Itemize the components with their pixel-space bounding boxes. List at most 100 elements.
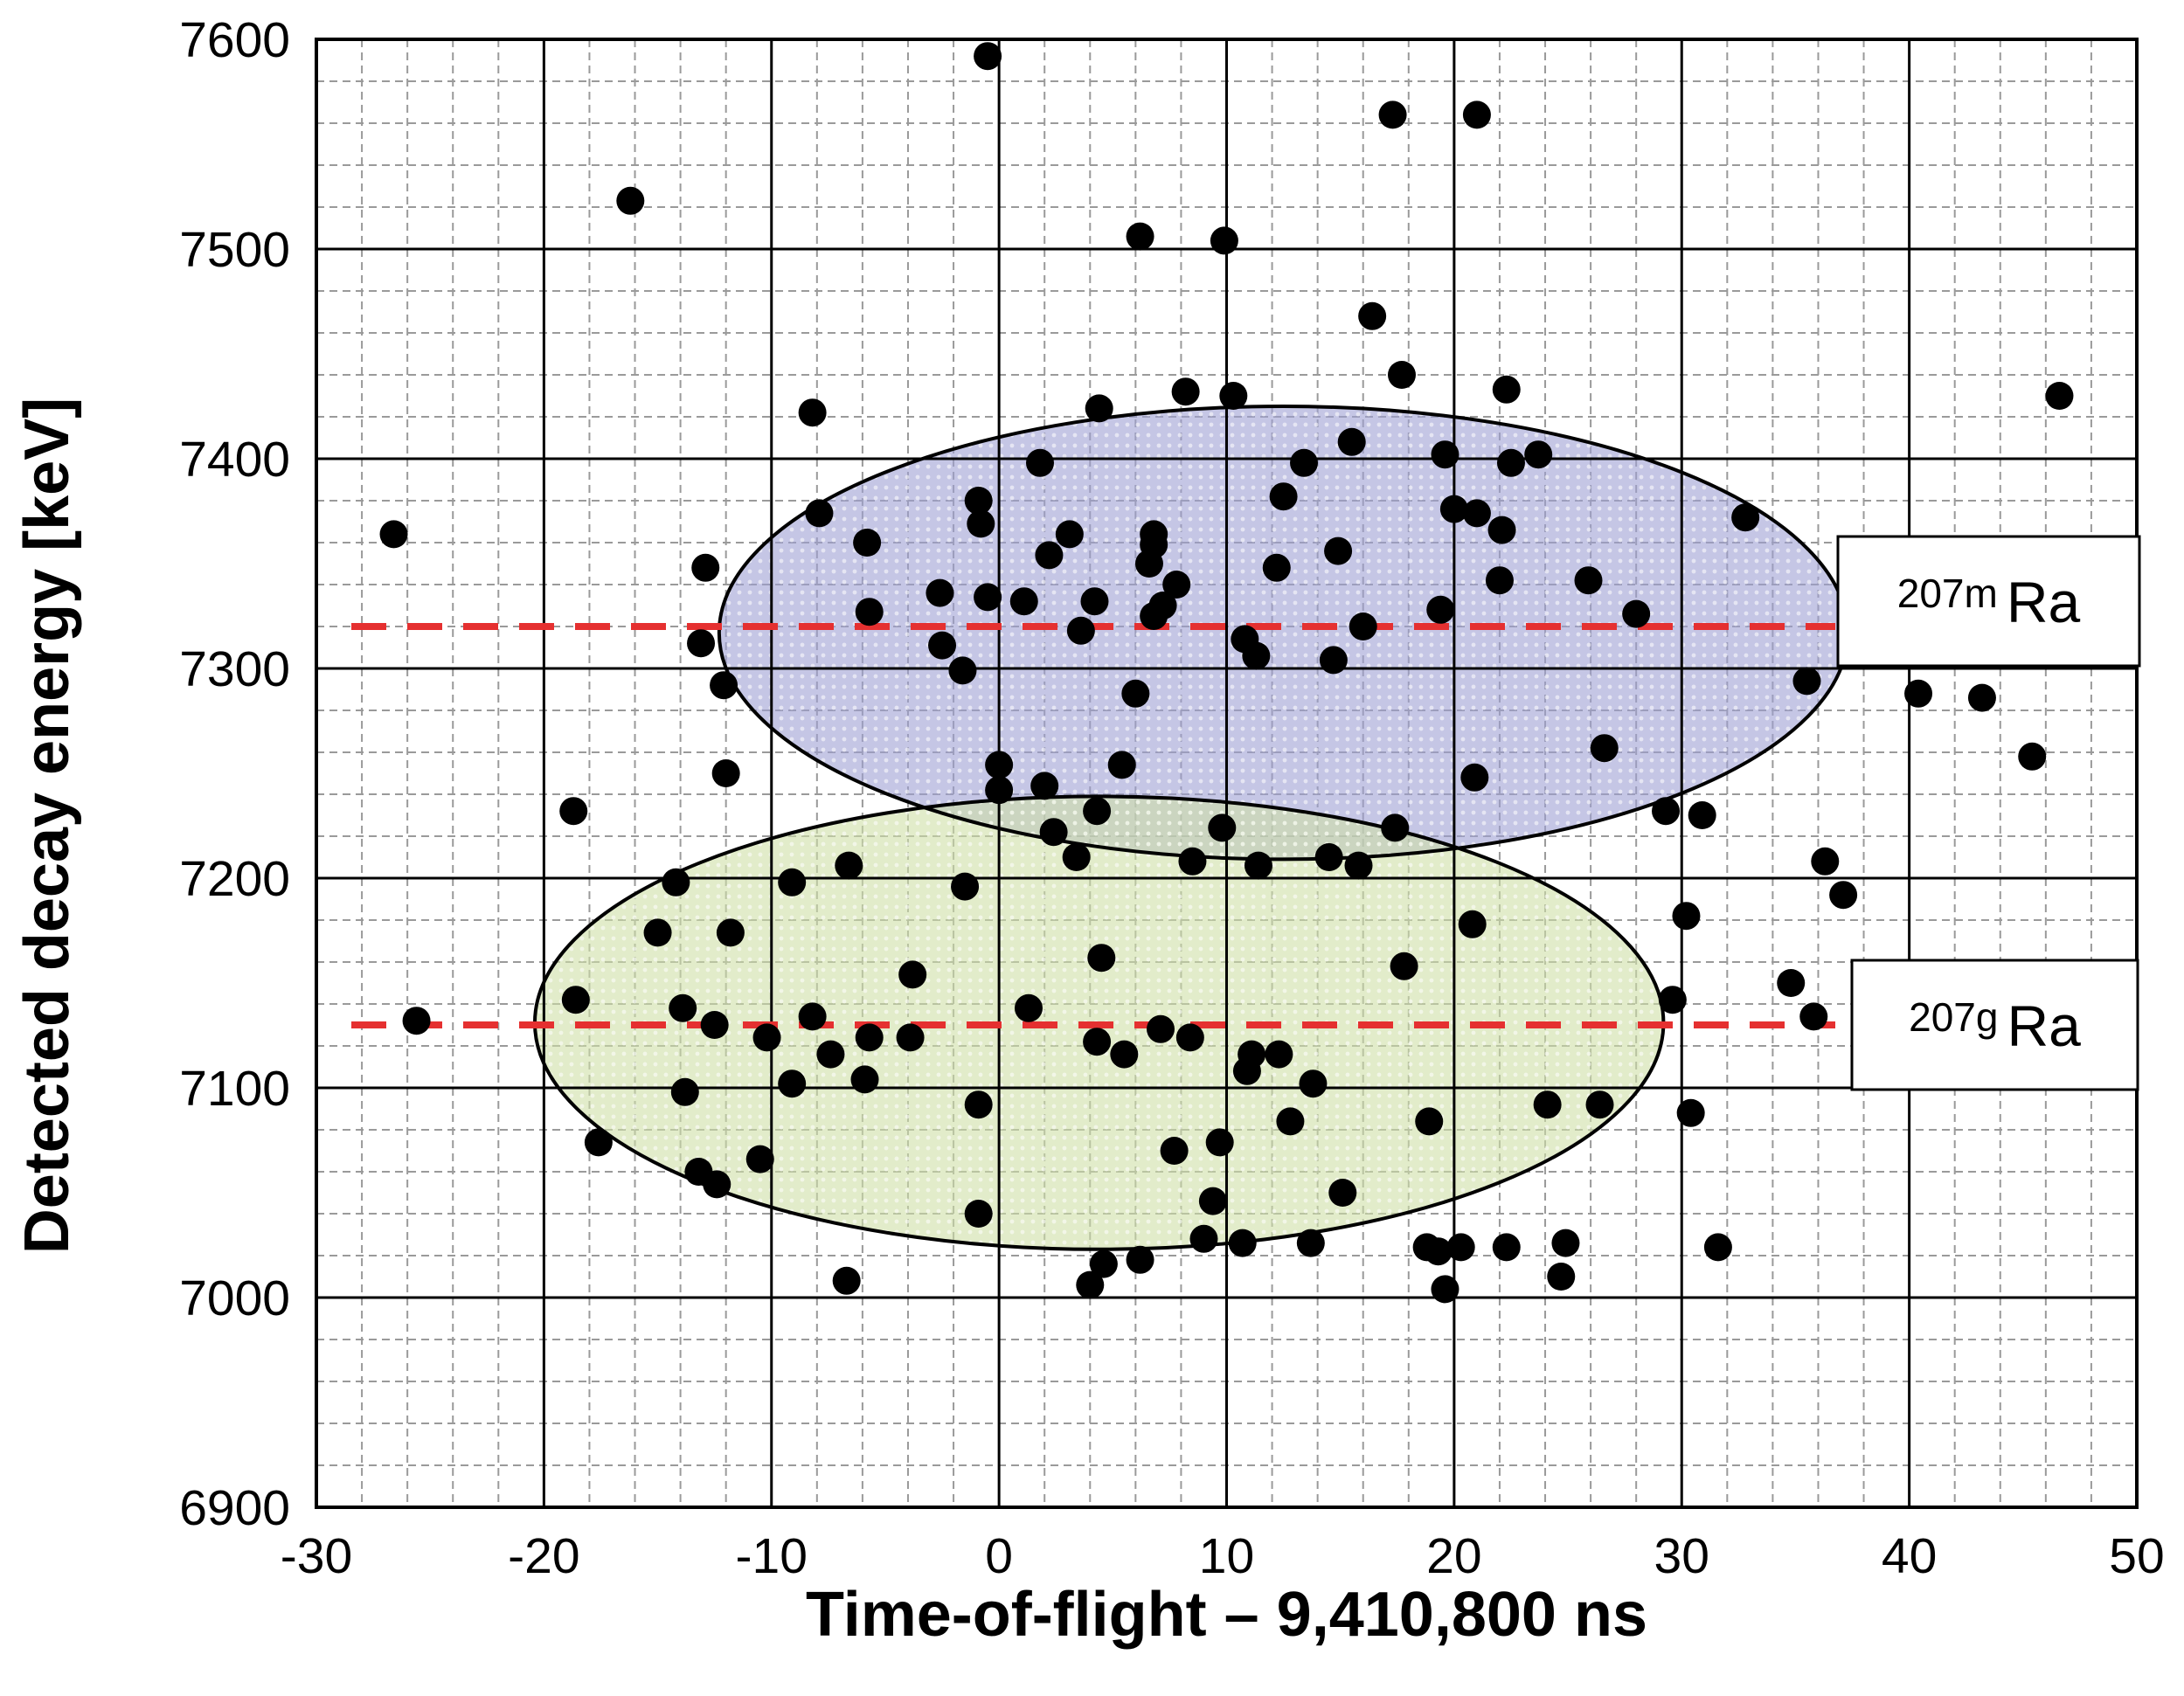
data-point	[1146, 1014, 1175, 1043]
data-point	[1055, 520, 1084, 549]
data-point	[379, 520, 408, 549]
data-point	[1319, 646, 1348, 675]
data-point	[1080, 587, 1109, 616]
data-point	[898, 960, 927, 989]
data-point	[1324, 536, 1353, 565]
data-point	[1967, 683, 1996, 712]
data-point	[1485, 566, 1514, 595]
isotope-label-207m-ra: 207m Ra	[1836, 535, 2141, 668]
data-point	[1110, 1040, 1139, 1069]
data-point	[855, 1023, 884, 1052]
y-tick-label: 7200	[179, 851, 290, 907]
data-point	[896, 1023, 925, 1052]
data-point	[1378, 100, 1407, 129]
data-point	[2018, 742, 2047, 771]
data-point	[798, 1002, 827, 1031]
data-point	[1590, 734, 1619, 763]
data-point	[1242, 641, 1271, 670]
data-point	[559, 797, 588, 826]
data-point	[1496, 448, 1525, 477]
data-point	[1652, 797, 1681, 826]
data-point	[1415, 1107, 1444, 1136]
region-207m-ra-texture	[718, 406, 1848, 860]
data-point	[561, 986, 590, 1014]
data-point	[1076, 1270, 1105, 1299]
isotope-label-box	[1836, 535, 2141, 668]
data-point	[1358, 301, 1387, 330]
data-point	[1551, 1229, 1580, 1257]
data-point	[1140, 602, 1168, 630]
data-point	[1219, 382, 1248, 410]
data-point	[985, 751, 1014, 779]
data-point	[1089, 1250, 1118, 1278]
data-point	[1492, 375, 1521, 404]
y-tick-label: 7300	[179, 641, 290, 697]
data-point	[703, 1170, 731, 1199]
mass-number: 207m	[1897, 571, 1998, 616]
element-symbol: Ra	[2007, 993, 2081, 1058]
data-point	[643, 918, 672, 947]
data-point	[1811, 847, 1840, 876]
data-point	[616, 186, 645, 215]
x-tick-label: 0	[985, 1528, 1013, 1584]
data-point	[1424, 1237, 1453, 1266]
data-point	[805, 499, 834, 528]
data-point	[1337, 427, 1366, 456]
y-tick-label: 6900	[179, 1480, 290, 1536]
y-axis-ticks: 6900 7000 7100 7200 7300 7400 7500 7600	[179, 12, 290, 1536]
data-point	[1009, 587, 1038, 616]
data-point	[1829, 881, 1858, 910]
y-tick-label: 7600	[179, 12, 290, 68]
data-point	[710, 671, 738, 700]
data-point	[1622, 599, 1651, 628]
data-point	[1198, 1187, 1227, 1215]
data-point	[778, 868, 807, 896]
data-point	[1228, 1229, 1257, 1257]
data-point	[1390, 952, 1418, 980]
data-point	[1269, 482, 1298, 511]
data-point	[1083, 797, 1112, 826]
data-point	[1262, 553, 1291, 582]
data-point	[1171, 377, 1200, 406]
data-point	[687, 629, 716, 658]
data-point	[974, 583, 1002, 612]
data-point	[1344, 851, 1373, 880]
data-points	[379, 42, 2074, 1304]
data-point	[1426, 595, 1455, 624]
x-tick-label: -20	[508, 1528, 579, 1584]
data-point	[964, 1200, 993, 1228]
data-point	[1462, 100, 1491, 129]
data-point	[1731, 503, 1760, 532]
data-point	[964, 1090, 993, 1119]
data-point	[752, 1023, 781, 1052]
isotope-label-207g-ra: 207g Ra	[1850, 959, 2139, 1091]
data-point	[1349, 613, 1377, 640]
data-point	[700, 1011, 729, 1039]
data-point	[716, 918, 745, 947]
y-tick-label: 7000	[179, 1270, 290, 1326]
data-point	[1777, 969, 1806, 997]
data-point	[778, 1070, 807, 1098]
data-point	[711, 759, 740, 787]
data-point	[1439, 495, 1468, 523]
data-point	[1265, 1040, 1293, 1069]
x-axis-title: Time-of-flight – 9,410,800 ns	[806, 1580, 1647, 1650]
data-point	[1676, 1098, 1705, 1127]
data-point	[1799, 1002, 1828, 1031]
data-point	[2045, 382, 2074, 410]
data-point	[1244, 851, 1272, 880]
data-point	[1160, 1137, 1189, 1165]
y-tick-label: 7400	[179, 432, 290, 488]
data-point	[1460, 763, 1489, 792]
data-point	[1658, 986, 1687, 1014]
data-point	[670, 1077, 699, 1106]
data-point	[951, 872, 980, 901]
data-point	[985, 776, 1014, 805]
element-symbol: Ra	[2007, 570, 2081, 634]
data-point	[1314, 843, 1343, 871]
data-point	[1904, 679, 1933, 708]
data-point	[1121, 679, 1150, 708]
data-point	[850, 1065, 879, 1094]
data-point	[1134, 550, 1163, 578]
data-point	[1087, 944, 1116, 973]
